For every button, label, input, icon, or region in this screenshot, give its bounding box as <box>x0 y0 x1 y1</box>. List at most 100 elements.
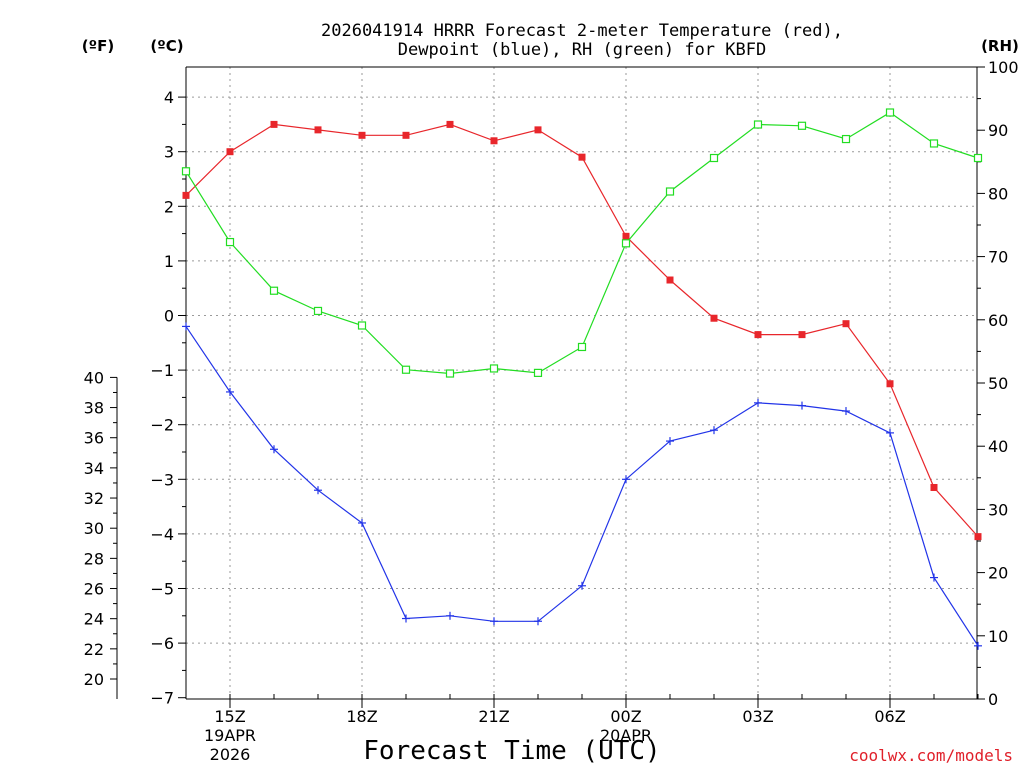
x-tick-label: 00Z <box>610 707 641 726</box>
rh-point <box>709 153 719 163</box>
rh-tick-label: 0 <box>988 690 998 709</box>
rh-point <box>269 286 279 295</box>
temperature-point <box>534 126 542 134</box>
dewpoint-point <box>886 428 894 437</box>
rh-point <box>225 237 235 247</box>
rh-point <box>401 365 411 374</box>
rh-point <box>357 321 367 330</box>
temperature-point <box>270 120 278 128</box>
celsius-tick-label: 0 <box>164 307 174 326</box>
celsius-tick-label: −4 <box>150 525 174 544</box>
rh-point <box>841 134 851 144</box>
temperature-point <box>666 276 674 284</box>
grid-lines <box>186 67 977 699</box>
x-tick-year: 2026 <box>210 745 251 764</box>
temperature-line <box>185 123 979 538</box>
temperature-point <box>182 191 190 199</box>
temperature-point <box>842 320 850 328</box>
fahrenheit-tick-label: 28 <box>84 549 104 568</box>
fahrenheit-tick-label: 24 <box>84 610 104 629</box>
temperature-point <box>622 232 630 240</box>
rh-tick-label: 50 <box>988 374 1008 393</box>
fahrenheit-tick-label: 38 <box>84 399 104 418</box>
dewpoint-point <box>446 611 454 620</box>
rh-tick-label: 30 <box>988 500 1008 519</box>
dewpoint-point <box>930 573 938 582</box>
rh-tick-label: 100 <box>988 58 1019 77</box>
x-tick-label: 06Z <box>874 707 905 726</box>
x-tick-label: 15Z <box>214 707 245 726</box>
rh-point <box>577 342 587 352</box>
dewpoint-point <box>578 581 586 590</box>
chart-title: 2026041914 HRRR Forecast 2-meter Tempera… <box>321 21 843 41</box>
rh-tick-label: 80 <box>988 184 1008 203</box>
rh-tick-label: 10 <box>988 627 1008 646</box>
celsius-tick-label: 2 <box>164 197 174 216</box>
celsius-tick-label: −2 <box>150 416 174 435</box>
rh-point <box>665 187 675 196</box>
dewpoint-line <box>185 326 979 647</box>
dewpoint-point <box>490 617 498 626</box>
celsius-tick-label: −5 <box>150 580 174 599</box>
x-tick-label: 03Z <box>742 707 773 726</box>
rh-point <box>753 120 763 129</box>
temperature-point <box>446 120 454 128</box>
celsius-unit-label: (ºC) <box>150 37 183 55</box>
celsius-tick-label: −7 <box>150 689 174 708</box>
x-tick-label: 18Z <box>346 707 377 726</box>
temperature-point <box>798 331 806 339</box>
rh-point <box>445 369 455 378</box>
celsius-tick-label: 4 <box>164 88 174 107</box>
dewpoint-point <box>798 401 806 410</box>
dewpoint-point <box>226 387 234 396</box>
temperature-point <box>578 153 586 161</box>
temperature-point <box>314 126 322 134</box>
credit-label: coolwx.com/models <box>849 746 1013 765</box>
rh-unit-label: (RH) <box>981 37 1019 55</box>
dewpoint-point <box>842 407 850 416</box>
dewpoint-point <box>270 445 278 454</box>
rh-tick-label: 90 <box>988 121 1008 140</box>
rh-point <box>621 239 631 248</box>
dewpoint-point <box>666 437 674 446</box>
temperature-point <box>974 533 982 541</box>
dewpoint-point <box>710 426 718 435</box>
fahrenheit-tick-label: 40 <box>84 368 104 387</box>
rh-tick-label: 70 <box>988 248 1008 267</box>
fahrenheit-unit-label: (ºF) <box>82 37 114 55</box>
rh-tick-label: 60 <box>988 311 1008 330</box>
rh-point <box>885 108 895 117</box>
celsius-tick-label: 1 <box>164 252 174 271</box>
temperature-point <box>754 331 762 339</box>
dewpoint-point <box>754 398 762 407</box>
x-axis-label: Forecast Time (UTC) <box>363 736 660 766</box>
temperature-point <box>226 148 234 156</box>
rh-point <box>313 306 323 316</box>
rh-point <box>929 139 939 148</box>
x-tick-date: 19APR <box>204 726 256 745</box>
dewpoint-point <box>182 322 190 331</box>
dewpoint-point <box>402 614 410 623</box>
rh-point <box>533 368 543 377</box>
fahrenheit-tick-label: 34 <box>84 459 104 478</box>
x-tick-label: 21Z <box>478 707 509 726</box>
temperature-point <box>710 314 718 322</box>
rh-tick-label: 20 <box>988 564 1008 583</box>
data-series <box>181 108 983 650</box>
dewpoint-point <box>534 617 542 626</box>
fahrenheit-tick-label: 26 <box>84 580 104 599</box>
dewpoint-point <box>314 486 322 495</box>
dewpoint-point <box>622 475 630 484</box>
fahrenheit-tick-label: 20 <box>84 670 104 689</box>
celsius-tick-label: −1 <box>150 361 174 380</box>
chart-subtitle: Dewpoint (blue), RH (green) for KBFD <box>398 40 766 60</box>
celsius-tick-label: −6 <box>150 634 174 653</box>
rh-point <box>973 153 983 163</box>
celsius-tick-label: 3 <box>164 143 174 162</box>
fahrenheit-tick-label: 30 <box>84 519 104 538</box>
temperature-point <box>886 380 894 388</box>
x-tick-date: 20APR <box>600 726 652 745</box>
fahrenheit-tick-label: 22 <box>84 640 104 659</box>
dewpoint-point <box>974 641 982 650</box>
